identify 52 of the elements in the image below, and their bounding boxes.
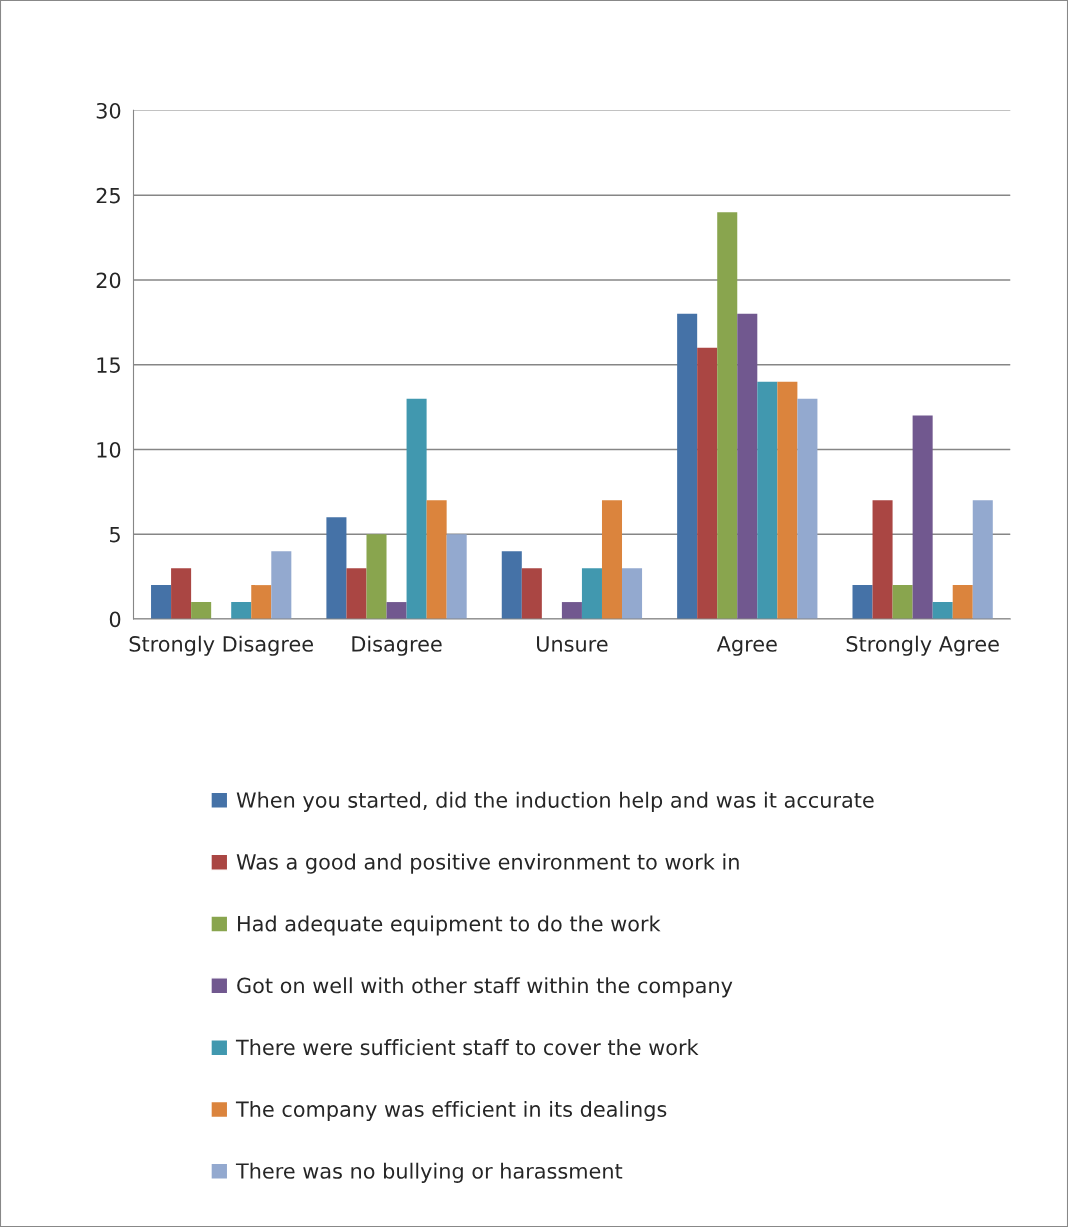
bar: [501, 551, 522, 620]
bar: [446, 534, 467, 620]
y-tick-label: 10: [97, 441, 121, 458]
y-tick-label: 0: [109, 611, 121, 628]
bar: [521, 568, 542, 620]
bar: [231, 602, 252, 620]
bar: [622, 568, 643, 620]
legend-label: There was no bullying or harassment: [235, 1162, 623, 1183]
bar: [872, 500, 893, 620]
bar: [346, 568, 367, 620]
bar: [191, 602, 212, 620]
legend-label: There were sufficient staff to cover the work: [235, 1039, 699, 1056]
bar: [561, 602, 582, 620]
bar: [777, 381, 798, 620]
bar: [892, 585, 913, 620]
y-tick-label: 15: [97, 357, 120, 373]
legend-label: Was a good and positive environment to work in: [236, 853, 739, 874]
bar: [271, 551, 292, 620]
bar: [737, 313, 758, 620]
legend-label: When you started, did the induction help and was it accurate: [236, 791, 874, 812]
x-tick-label: Unsure: [537, 636, 608, 652]
x-tick-label: Strongly Disagree: [129, 635, 313, 656]
y-tick-label: 30: [96, 102, 121, 119]
bar: [677, 313, 698, 620]
bar: [366, 534, 387, 620]
bar: [406, 398, 427, 620]
bar: [151, 585, 172, 620]
bar: [251, 585, 272, 620]
legend-label: The company was efficient in its dealings: [235, 1100, 667, 1122]
bar: [972, 500, 993, 620]
legend-label: Had adequate equipment to do the work: [238, 915, 661, 936]
bar: [717, 212, 738, 620]
y-tick-label: 20: [96, 272, 121, 289]
bar: [757, 381, 778, 620]
x-tick-label: Strongly Agree: [846, 635, 999, 656]
bar: [932, 602, 953, 620]
bar: [952, 585, 973, 620]
bar: [171, 568, 192, 620]
legend-label: Got on well with other staff within the company: [237, 977, 733, 998]
bar: [912, 415, 933, 620]
bar: [386, 602, 407, 620]
bar: [581, 568, 602, 620]
y-tick-label: 5: [110, 526, 120, 543]
bar: [852, 585, 873, 620]
bar: [426, 500, 447, 620]
bar: [601, 500, 623, 620]
x-tick-label: Disagree: [352, 635, 442, 656]
bar: [326, 517, 347, 620]
x-tick-label: Agree: [716, 636, 777, 656]
y-tick-label: 25: [96, 187, 120, 204]
bar: [697, 347, 718, 620]
bar: [797, 398, 818, 620]
